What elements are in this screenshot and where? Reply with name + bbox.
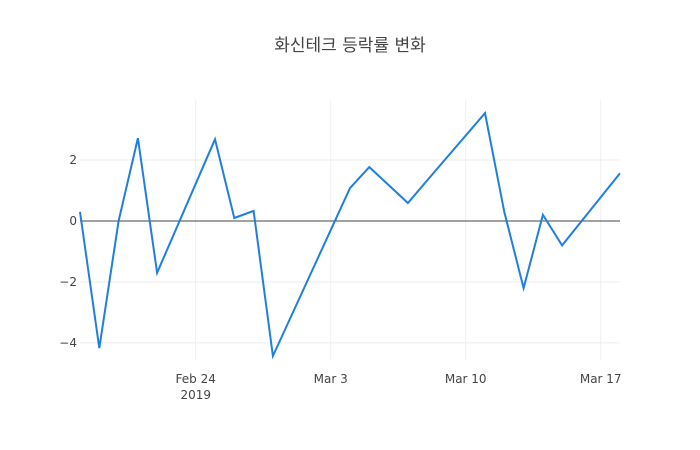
chart-title: 화신테크 등락률 변화	[274, 36, 426, 56]
x-axis-ticks: Feb 24 2019 Mar 3 Mar 10 Mar 17	[176, 372, 622, 402]
x-tick-year-label: 2019	[180, 388, 211, 402]
x-tick-label: Mar 3	[314, 372, 348, 386]
x-tick-label: Mar 17	[580, 372, 622, 386]
y-tick-label: 2	[69, 153, 77, 167]
y-gridlines	[80, 159, 620, 344]
x-tick-label: Mar 10	[445, 372, 487, 386]
y-axis-ticks: 2 0 −2 −4	[59, 153, 77, 350]
x-tick-label: Feb 24	[176, 372, 216, 386]
y-tick-label: 0	[69, 214, 77, 228]
y-tick-label: −2	[59, 275, 77, 289]
y-tick-label: −4	[59, 336, 77, 350]
series-line	[79, 110, 621, 360]
